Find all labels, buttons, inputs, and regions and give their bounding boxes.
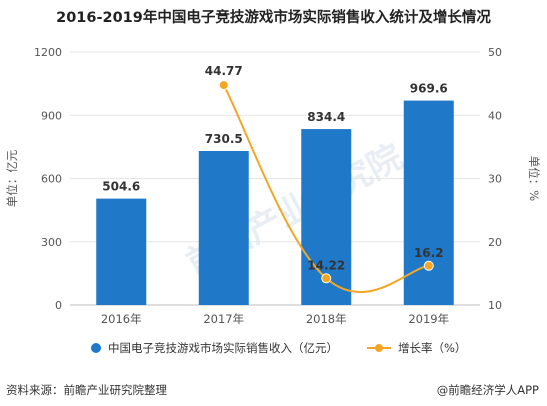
growth-point xyxy=(423,260,434,271)
y2-tick-label: 30 xyxy=(488,173,502,186)
growth-value-label: 16.2 xyxy=(414,246,444,260)
y-tick-label: 0 xyxy=(55,299,62,312)
footer: 资料来源：前瞻产业研究院整理 @前瞻经济学人APP xyxy=(0,376,547,406)
y2-tick-label: 10 xyxy=(488,299,502,312)
chart-title: 2016-2019年中国电子竞技游戏市场实际销售收入统计及增长情况 xyxy=(56,10,491,26)
growth-point xyxy=(218,80,229,91)
legend-line-marker xyxy=(375,344,383,352)
y2-tick-label: 50 xyxy=(488,46,502,59)
y-tick-label: 300 xyxy=(41,236,62,249)
legend-bar-label: 中国电子竞技游戏市场实际销售收入（亿元） xyxy=(108,341,338,355)
y-tick-label: 1200 xyxy=(34,46,62,59)
y-axis-title: 单位：亿元 xyxy=(5,149,19,207)
y2-tick-label: 40 xyxy=(488,109,502,122)
source-note: 资料来源：前瞻产业研究院整理 xyxy=(6,383,167,397)
y2-axis-title: 单位：% xyxy=(527,156,541,201)
bar xyxy=(403,100,454,306)
bar-value-label: 834.4 xyxy=(307,110,345,124)
y2-tick-label: 20 xyxy=(488,236,502,249)
bar xyxy=(198,150,249,305)
x-tick-label: 2017年 xyxy=(203,312,244,326)
x-tick-label: 2019年 xyxy=(408,312,449,326)
growth-line xyxy=(222,84,429,293)
growth-value-label: 44.77 xyxy=(205,64,243,78)
legend-bar-marker xyxy=(91,343,101,353)
y-tick-label: 600 xyxy=(41,173,62,186)
y-tick-label: 900 xyxy=(41,109,62,122)
x-tick-label: 2018年 xyxy=(306,312,347,326)
x-tick-label: 2016年 xyxy=(101,312,142,326)
brand-credit: @前瞻经济学人APP xyxy=(436,383,539,397)
bar-value-label: 730.5 xyxy=(205,132,243,146)
growth-point xyxy=(321,273,332,284)
bar-value-label: 969.6 xyxy=(410,82,448,96)
bar xyxy=(96,198,147,305)
growth-value-label: 14.22 xyxy=(307,258,345,272)
legend-line-label: 增长率（%） xyxy=(398,341,466,355)
bar-value-label: 504.6 xyxy=(102,180,140,194)
